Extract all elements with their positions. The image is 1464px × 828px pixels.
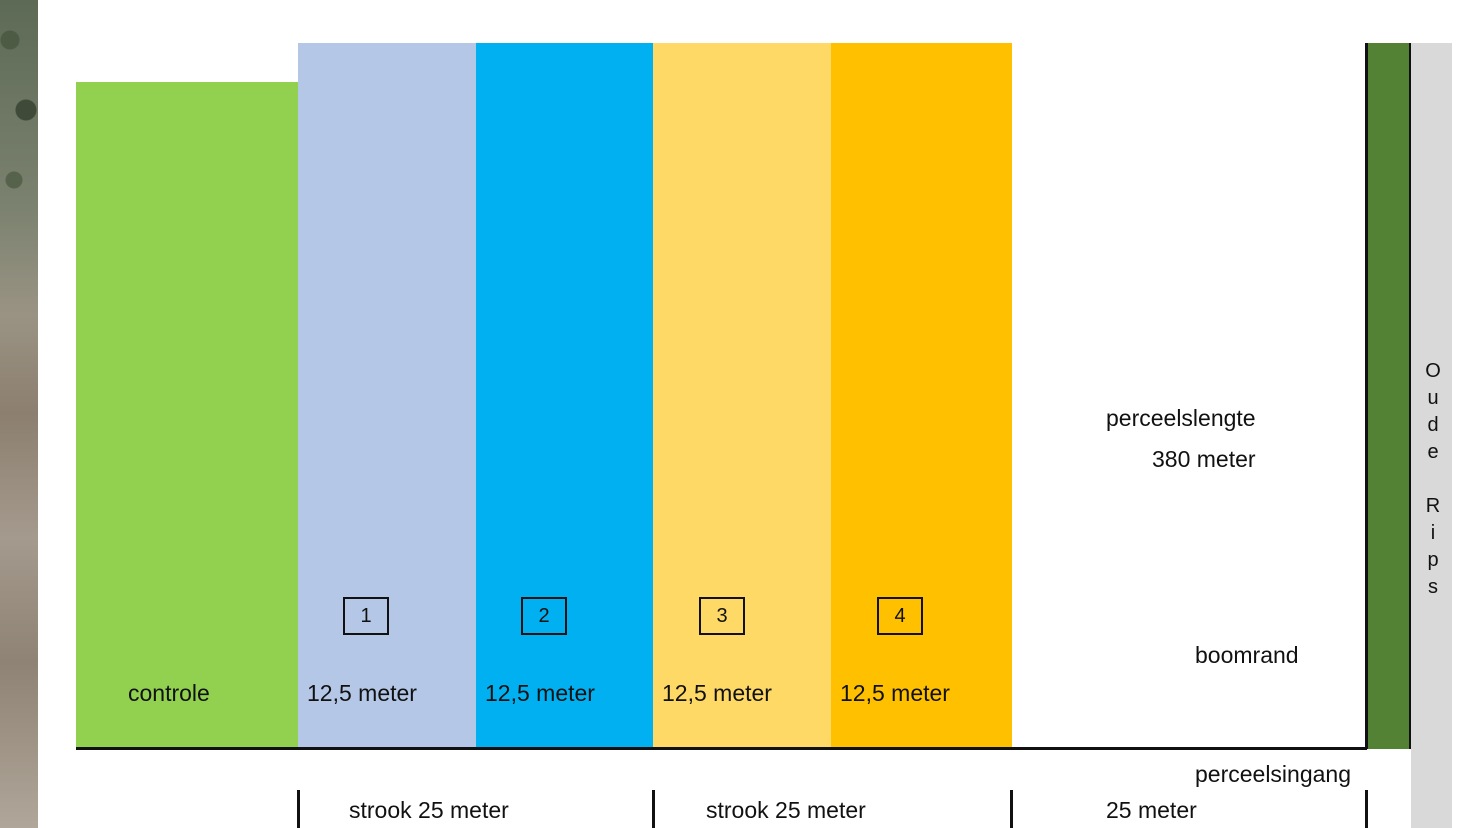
photo-background-edge	[0, 0, 38, 828]
dimension-tick	[652, 790, 655, 828]
strip-1	[298, 43, 476, 748]
strip-4-width-label: 12,5 meter	[840, 680, 950, 706]
road-name-char: d	[1427, 414, 1439, 436]
road-name-char: e	[1427, 441, 1439, 463]
strip-number-3: 3	[699, 597, 745, 635]
perceelslengte-value: 380 meter	[1152, 446, 1256, 472]
plot-baseline	[76, 747, 1367, 750]
road-name-char: O	[1425, 360, 1441, 382]
strip-number-4: 4	[877, 597, 923, 635]
dimension-tick	[1365, 790, 1368, 828]
strip-2-width-label: 12,5 meter	[485, 680, 595, 706]
road-name-char	[1409, 466, 1457, 493]
strip-2	[476, 43, 653, 748]
road-name-char: u	[1427, 387, 1439, 409]
strip-3-width-label: 12,5 meter	[662, 680, 772, 706]
perceelslengte-label: perceelslengte	[1106, 405, 1256, 431]
strip-1-width-label: 12,5 meter	[307, 680, 417, 706]
road-name-char: p	[1427, 549, 1439, 571]
perceelsingang-label: perceelsingang	[1195, 761, 1352, 787]
dimension-tick	[297, 790, 300, 828]
strook-1-label: strook 25 meter	[349, 797, 509, 823]
road-name-char: R	[1425, 495, 1441, 517]
road-name-char: s	[1428, 576, 1438, 598]
strip-number-1: 1	[343, 597, 389, 635]
control-plot	[76, 82, 298, 748]
controle-label: controle	[128, 680, 210, 706]
boomrand-label: boomrand	[1195, 642, 1299, 668]
strook-2-label: strook 25 meter	[706, 797, 866, 823]
road-name-vertical: O u d e R i p s	[1409, 358, 1457, 601]
strip-number-2: 2	[521, 597, 567, 635]
rest-length-label: 25 meter	[1106, 797, 1197, 823]
tree-border	[1365, 43, 1411, 749]
dimension-tick	[1010, 790, 1013, 828]
strip-4	[831, 43, 1012, 748]
road-name-char: i	[1430, 522, 1436, 544]
road-oude-rips	[1411, 43, 1454, 828]
strip-3	[653, 43, 831, 748]
